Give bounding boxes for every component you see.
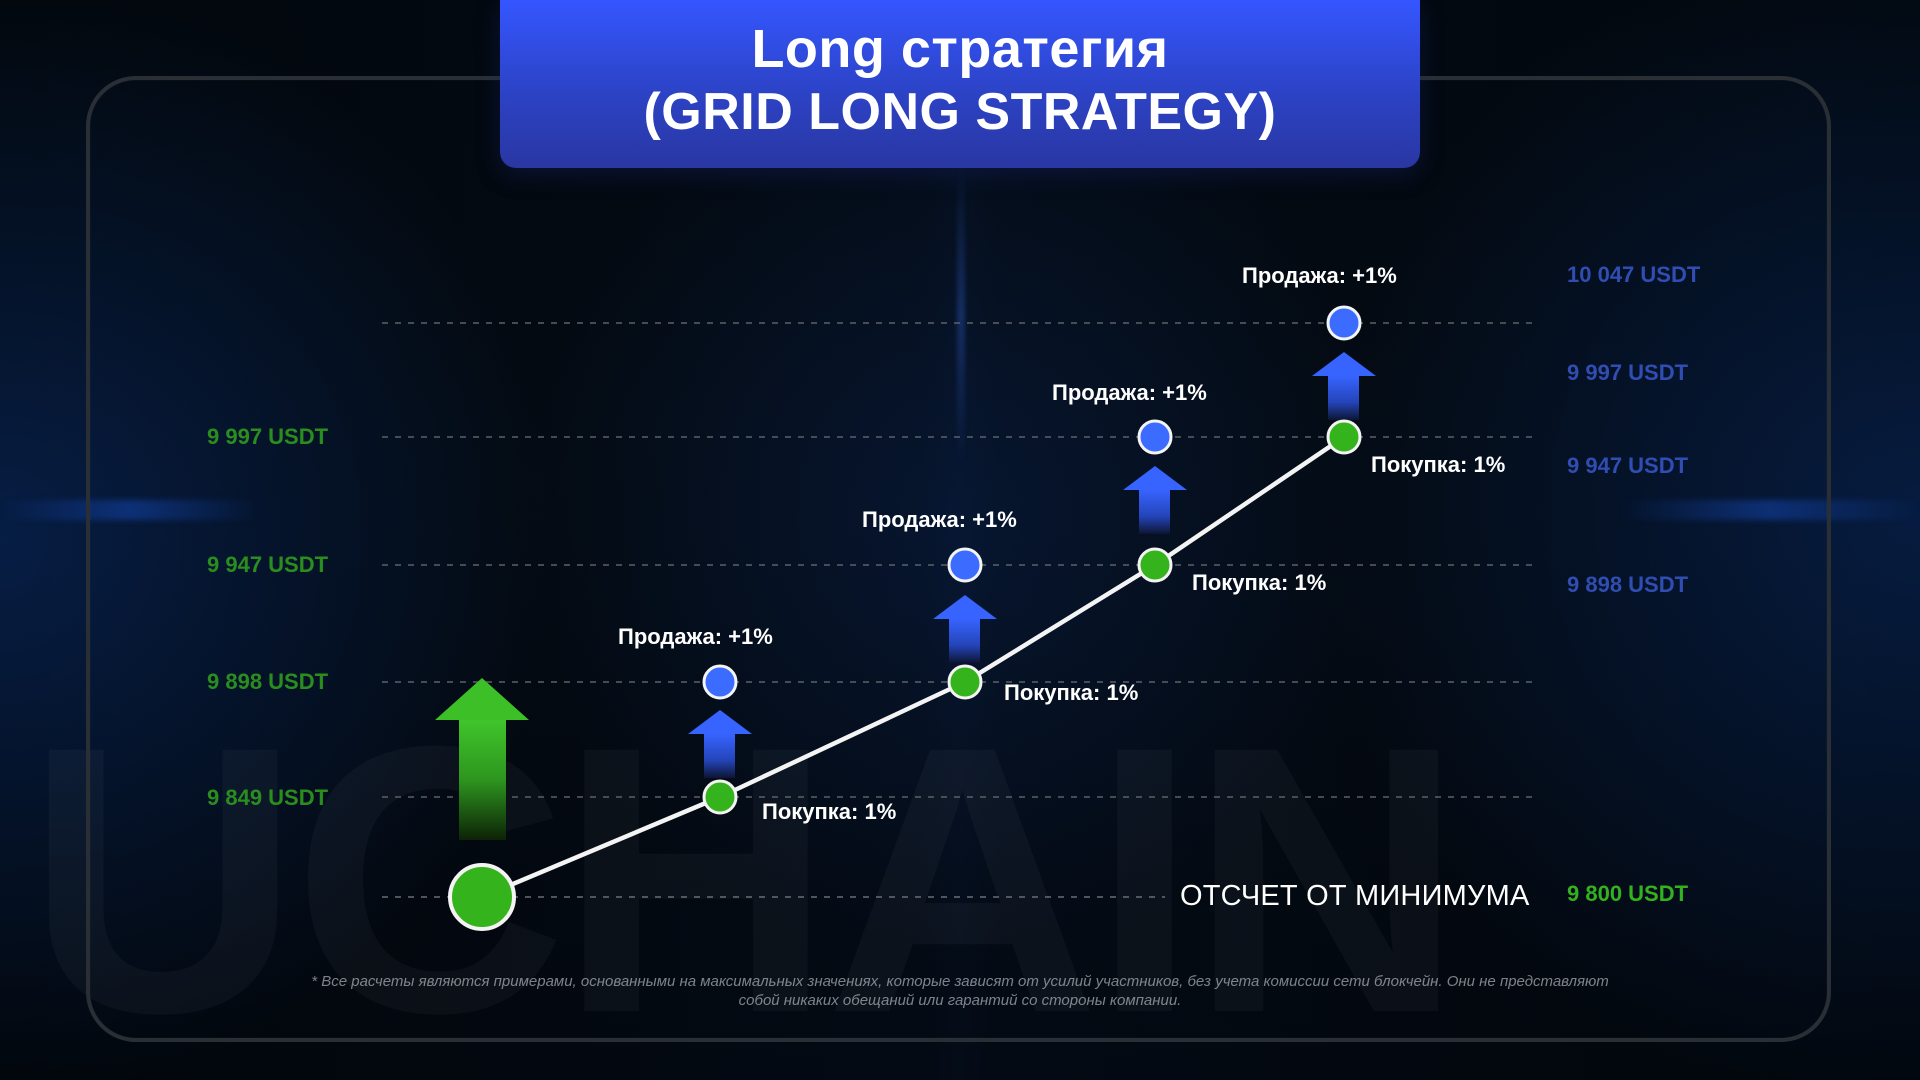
right-axis-label-10047: 10 047 USDT	[1567, 262, 1701, 287]
sell-label-2: Продажа: +1%	[862, 507, 1017, 532]
up-arrow-icon	[688, 710, 752, 778]
up-arrow-icon	[435, 678, 529, 840]
right-glow	[1620, 500, 1920, 520]
left-axis-label-9947: 9 947 USDT	[207, 552, 329, 577]
sell-point	[1326, 305, 1362, 341]
sell-label-3: Продажа: +1%	[1052, 380, 1207, 405]
right-axis-label-9800: 9 800 USDT	[1567, 881, 1689, 906]
left-axis-label-9849: 9 849 USDT	[207, 785, 329, 810]
left-axis-label-9898: 9 898 USDT	[207, 669, 329, 694]
disclaimer-text: * Все расчеты являются примерами, основа…	[311, 973, 1609, 1009]
buy-point	[947, 664, 983, 700]
title-line-1: Long стратегия	[751, 19, 1169, 79]
buy-point	[1326, 419, 1362, 455]
sell-point	[947, 547, 983, 583]
buy-point	[702, 779, 738, 815]
title-line-2: (GRID LONG STRATEGY)	[643, 83, 1277, 141]
up-arrow-icon	[933, 595, 997, 663]
right-axis-label-9947: 9 947 USDT	[1567, 453, 1689, 478]
up-arrow-icon	[1123, 466, 1187, 534]
sell-point	[1137, 419, 1173, 455]
buy-label-4: Покупка: 1%	[1371, 452, 1506, 477]
buy-label-3: Покупка: 1%	[1192, 570, 1327, 595]
sell-point	[702, 664, 738, 700]
baseline-label: ОТСЧЕТ ОТ МИНИМУМА	[1180, 880, 1530, 912]
left-axis-label-9997: 9 997 USDT	[207, 424, 329, 449]
vertical-glow	[957, 165, 965, 465]
sell-label-1: Продажа: +1%	[618, 624, 773, 649]
buy-point	[1137, 547, 1173, 583]
left-glow	[0, 500, 260, 520]
right-axis-label-9898: 9 898 USDT	[1567, 572, 1689, 597]
up-arrow-icon	[1312, 352, 1376, 420]
title-box: Long стратегия (GRID LONG STRATEGY)	[500, 0, 1420, 168]
buy-label-1: Покупка: 1%	[762, 799, 897, 824]
start-point	[448, 863, 516, 931]
sell-label-4: Продажа: +1%	[1242, 263, 1397, 288]
price-path	[479, 434, 1347, 900]
buy-label-2: Покупка: 1%	[1004, 680, 1139, 705]
right-axis-label-9997: 9 997 USDT	[1567, 360, 1689, 385]
